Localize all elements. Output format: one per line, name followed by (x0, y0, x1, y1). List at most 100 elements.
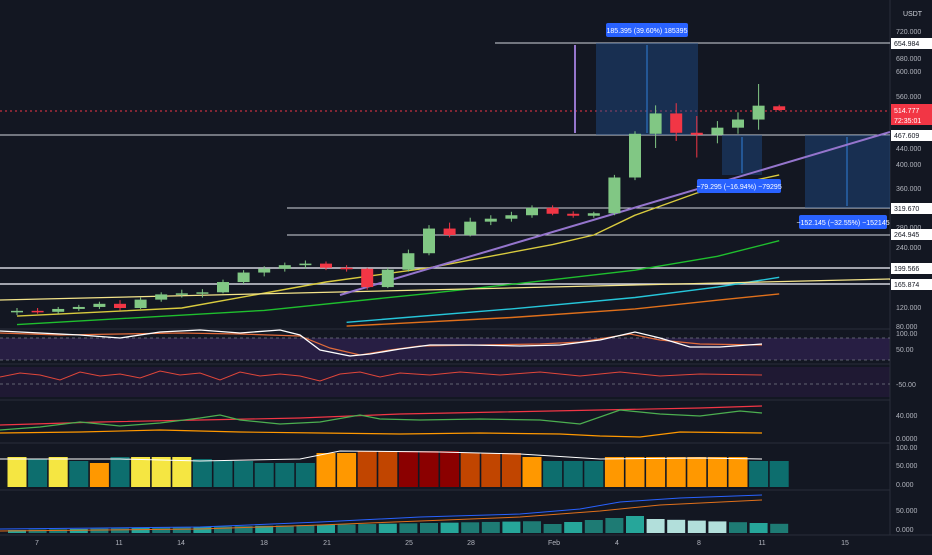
candle[interactable] (72, 304, 85, 311)
candle[interactable] (484, 215, 497, 226)
candle-body (608, 177, 621, 214)
candle[interactable] (52, 306, 65, 314)
tick-440: 440.000 (896, 146, 921, 153)
candle[interactable] (546, 205, 559, 216)
candle[interactable] (31, 308, 44, 314)
stoch-bar (707, 457, 727, 487)
measure-up-text: 185.395 (39.60%) 185395 (607, 28, 688, 35)
ma-yellow-line (16, 174, 780, 317)
candle[interactable] (608, 174, 621, 216)
candle[interactable] (629, 131, 641, 181)
dmi-green-line (0, 409, 763, 431)
measure-down2-label-bg (799, 215, 887, 229)
tag-199-bg (891, 263, 932, 274)
candle-body (258, 268, 271, 273)
tag-199: 199.566 (894, 266, 919, 273)
candle[interactable] (320, 261, 332, 271)
stoch-bar (151, 457, 171, 487)
candle-body (320, 263, 332, 268)
date-axis: 7 11 14 18 21 25 28 Feb 4 8 11 15 (35, 540, 849, 547)
stoch-bar (419, 451, 439, 487)
candle[interactable] (155, 292, 168, 302)
candle-body (196, 292, 209, 294)
candle[interactable] (649, 105, 662, 148)
candle[interactable] (732, 112, 744, 134)
candle[interactable] (11, 308, 23, 316)
candle-body (649, 113, 662, 134)
candle[interactable] (258, 266, 271, 277)
candle-body (217, 282, 229, 293)
candle[interactable] (773, 104, 786, 111)
yellow-trendline[interactable] (0, 278, 891, 301)
volume-bar (770, 523, 789, 533)
candle[interactable] (752, 84, 765, 130)
stoch-bar (89, 463, 109, 487)
candle-body (443, 228, 456, 235)
candle[interactable] (711, 121, 724, 144)
stoch-bar (48, 457, 68, 487)
stoch-bar (234, 461, 254, 487)
candle[interactable] (505, 211, 518, 222)
candle-body (381, 269, 394, 288)
candle[interactable] (340, 265, 353, 272)
volume-bar (28, 529, 47, 533)
date-tick-11: 11 (115, 540, 122, 547)
stoch-tick-0: 0.000 (896, 482, 914, 489)
volume-bar (440, 522, 459, 533)
candle[interactable] (175, 289, 188, 298)
candle-body (526, 207, 538, 216)
candle[interactable] (423, 225, 435, 256)
candle-body (505, 215, 518, 219)
candle[interactable] (278, 262, 291, 272)
tick-680: 680.000 (896, 56, 921, 63)
volume-bar (399, 523, 418, 533)
candle-body (546, 207, 559, 214)
candle[interactable] (443, 222, 456, 238)
candle[interactable] (567, 211, 580, 218)
purple-trendline[interactable] (339, 131, 891, 296)
stoch-tick-100: 100.00 (896, 445, 918, 452)
volume-bar (708, 521, 727, 533)
ma-orange-line (346, 293, 780, 327)
candle-body (587, 213, 600, 216)
stoch-bar (357, 451, 377, 487)
candle[interactable] (93, 301, 106, 309)
candle[interactable] (526, 205, 538, 218)
stoch-bar (666, 457, 686, 487)
volume-bar (193, 526, 212, 533)
candle[interactable] (464, 217, 477, 237)
candles (11, 84, 786, 316)
date-tick-21: 21 (323, 540, 331, 547)
candle[interactable] (381, 267, 394, 289)
stoch-line (0, 450, 763, 462)
candle[interactable] (299, 260, 312, 269)
stoch-bar (769, 461, 789, 487)
candle[interactable] (217, 279, 229, 294)
tick-280: 280.000 (896, 225, 921, 232)
measure-up-label-bg (606, 23, 688, 37)
tag-countdown: 72:35:01 (894, 118, 921, 125)
volume-bar (275, 525, 294, 533)
stoch-bar (110, 457, 130, 487)
rsi-ma-line (0, 332, 763, 356)
stoch-bar (337, 453, 357, 487)
candle-body (423, 228, 435, 254)
candle[interactable] (361, 267, 374, 290)
candle[interactable] (690, 115, 703, 158)
volume-bar (564, 522, 583, 533)
candle[interactable] (114, 300, 126, 311)
volume-bar (296, 525, 315, 533)
volume-bar (111, 528, 129, 533)
candle-body (402, 253, 415, 270)
candle[interactable] (670, 103, 683, 141)
candle[interactable] (237, 270, 250, 284)
candle[interactable] (134, 297, 147, 309)
tick-600: 600.000 (896, 69, 921, 76)
candle[interactable] (402, 249, 415, 272)
tick-560: 560.000 (896, 94, 921, 101)
candle[interactable] (587, 211, 600, 218)
candle[interactable] (196, 289, 209, 298)
volume-bar (214, 526, 232, 533)
